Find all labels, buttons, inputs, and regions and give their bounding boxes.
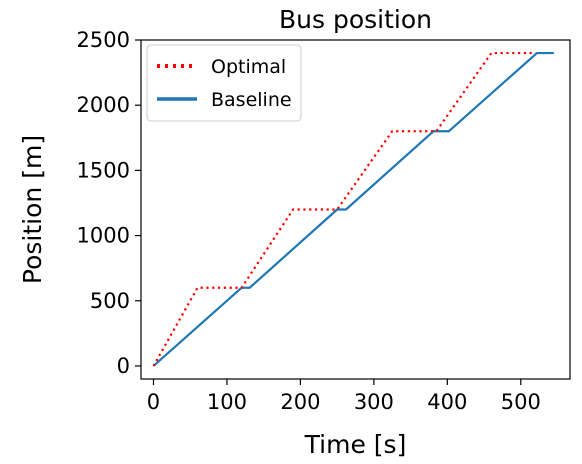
y-axis-ticks: 0 500 1000 1500 2000 2500: [77, 28, 141, 378]
legend-label-baseline: Baseline: [211, 89, 292, 111]
plot-border: [140, 39, 571, 380]
x-tick-label: 0: [147, 390, 160, 414]
legend-box: [146, 44, 302, 122]
y-tick-label: 2500: [77, 28, 130, 52]
x-tick-label: 200: [280, 390, 320, 414]
legend-label-optimal: Optimal: [211, 56, 286, 78]
x-axis-ticks: 0 100 200 300 400 500: [147, 379, 541, 414]
y-tick-label: 0: [117, 354, 130, 378]
y-tick-label: 1500: [77, 158, 130, 182]
y-axis-label: Position [m]: [18, 135, 47, 284]
chart-title: Bus position: [279, 5, 432, 34]
y-tick-label: 1000: [77, 224, 130, 248]
x-tick-label: 500: [501, 390, 541, 414]
legend: Optimal Baseline: [146, 44, 302, 122]
series-line-optimal: [152, 51, 536, 367]
series-line-baseline: [152, 51, 554, 367]
x-tick-label: 100: [207, 390, 247, 414]
plot-frame: [140, 39, 571, 380]
x-tick-label: 300: [354, 390, 394, 414]
y-tick-label: 2000: [77, 93, 130, 117]
x-axis-label: Time [s]: [304, 430, 407, 459]
series-layer: [152, 51, 554, 367]
y-tick-label: 500: [90, 289, 130, 313]
x-tick-label: 400: [427, 390, 467, 414]
